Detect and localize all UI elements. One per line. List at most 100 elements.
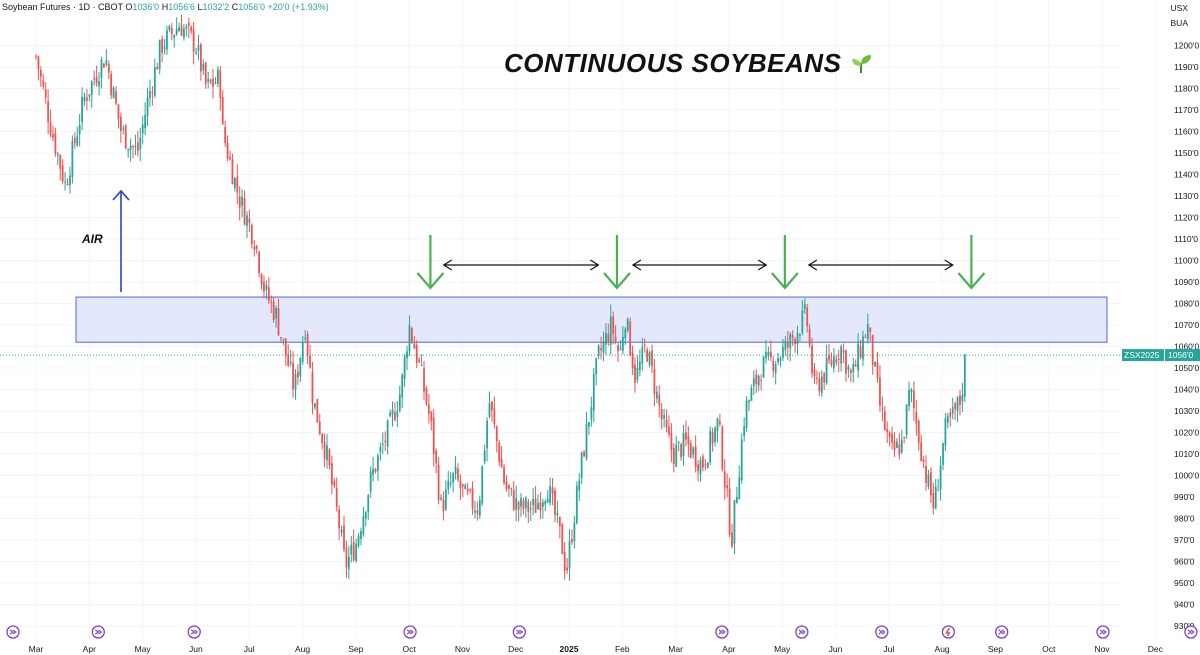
candle-body — [767, 351, 770, 357]
x-tick-label: Aug — [295, 644, 310, 654]
candle-body — [854, 364, 857, 367]
symbol-label[interactable]: Soybean Futures · 1D · CBOT — [2, 2, 123, 12]
candle-body — [119, 116, 122, 131]
candle-body — [103, 63, 105, 68]
candle-body — [685, 432, 687, 440]
y-tick-label: 1140'0 — [1174, 170, 1199, 180]
candle-body — [546, 498, 549, 503]
candle-body — [609, 316, 612, 345]
warning-event-icon[interactable] — [941, 625, 956, 639]
event-icon[interactable] — [715, 625, 729, 639]
low-label: L — [197, 2, 203, 12]
candle-body — [651, 350, 653, 367]
candle-body — [786, 341, 789, 348]
candle-body — [110, 73, 113, 96]
event-icon[interactable] — [1184, 625, 1198, 639]
candle-body — [415, 344, 418, 363]
candle-body — [54, 133, 57, 154]
candle-body — [660, 409, 663, 420]
currency-label[interactable]: USX — [1170, 3, 1188, 13]
event-icon[interactable] — [875, 625, 889, 639]
unit-label[interactable]: BUA — [1170, 18, 1188, 28]
down-arrow-head-icon — [957, 272, 986, 290]
candle-body — [643, 344, 646, 347]
candle-body — [260, 274, 263, 285]
x-tick-label: Oct — [402, 644, 416, 654]
candle-body — [459, 480, 462, 488]
resistance-zone[interactable] — [75, 296, 1108, 343]
candle-body — [44, 89, 47, 98]
candle-body — [37, 56, 40, 70]
y-tick-label: 1190'0 — [1174, 62, 1199, 72]
candle-body — [156, 67, 159, 70]
event-icon[interactable] — [91, 625, 105, 639]
event-icon[interactable] — [6, 625, 20, 639]
candle-body — [592, 374, 595, 411]
candle-body — [226, 142, 229, 159]
x-tick-label: Sep — [348, 644, 363, 654]
candle-body — [362, 515, 365, 535]
candle-body — [398, 394, 401, 412]
event-icon[interactable] — [1096, 625, 1110, 639]
candle-body — [624, 328, 627, 339]
candle-body — [757, 375, 760, 386]
candle-body — [832, 356, 835, 369]
candles[interactable] — [35, 14, 966, 581]
candle-body — [316, 398, 319, 423]
candle-body — [626, 318, 629, 331]
double-chevron-icon — [9, 629, 17, 635]
candle-body — [241, 196, 244, 206]
candle-body — [236, 176, 239, 193]
annotation-arrows[interactable] — [112, 189, 986, 292]
candle-body — [461, 484, 464, 487]
candle-body — [86, 97, 88, 101]
candle-body — [859, 346, 862, 358]
candle-body — [745, 400, 748, 428]
air-label: AIR — [82, 232, 103, 246]
x-tick-label: May — [774, 644, 791, 654]
candle-body — [90, 81, 93, 95]
event-icon[interactable] — [187, 625, 201, 639]
candle-body — [949, 412, 952, 417]
change-value: +20'0 (+1.93%) — [267, 2, 329, 12]
candle-body — [636, 367, 639, 380]
close-label: C — [231, 2, 239, 12]
candle-body — [692, 447, 695, 455]
candle-body — [740, 439, 743, 481]
x-tick-label: Dec — [1148, 644, 1164, 654]
candle-body — [925, 465, 927, 483]
candle-body — [563, 551, 566, 571]
candle-body — [803, 304, 806, 310]
event-icon[interactable] — [995, 625, 1009, 639]
candle-body — [534, 498, 537, 513]
candle-body — [425, 387, 428, 404]
candle-body — [849, 369, 852, 374]
double-chevron-icon — [190, 629, 199, 635]
candle-body — [464, 484, 467, 490]
candle-body — [430, 412, 433, 422]
candle-body — [107, 64, 110, 73]
down-arrow-head-icon — [416, 272, 445, 290]
candle-body — [908, 390, 910, 406]
candle-body — [883, 411, 886, 430]
event-icon[interactable] — [512, 625, 526, 639]
y-tick-label: 970'0 — [1174, 535, 1195, 545]
candle-body — [796, 333, 799, 344]
candle-body — [866, 323, 869, 340]
events-row[interactable] — [6, 625, 1198, 639]
candle-body — [881, 408, 884, 410]
span-arrow-left-head-icon — [631, 259, 642, 271]
x-tick-label: 2025 — [560, 644, 579, 654]
candle-body — [229, 157, 231, 160]
event-icon[interactable] — [795, 625, 809, 639]
candle-body — [614, 336, 617, 342]
candle-body — [864, 336, 867, 338]
price-axis[interactable]: 1200'0 1190'0 1180'0 1170'0 1160'0 1150'0 1140… — [1174, 41, 1200, 632]
candle-body — [733, 500, 736, 544]
event-icon[interactable] — [403, 625, 417, 639]
chart-title: CONTINUOUS SOYBEANS — [504, 48, 873, 79]
candle-body — [144, 114, 147, 129]
candle-body — [825, 357, 828, 383]
time-axis[interactable]: Mar Apr May Jun Jul Aug Sep Oct Nov Dec 2025 Feb Mar… — [29, 644, 1164, 654]
